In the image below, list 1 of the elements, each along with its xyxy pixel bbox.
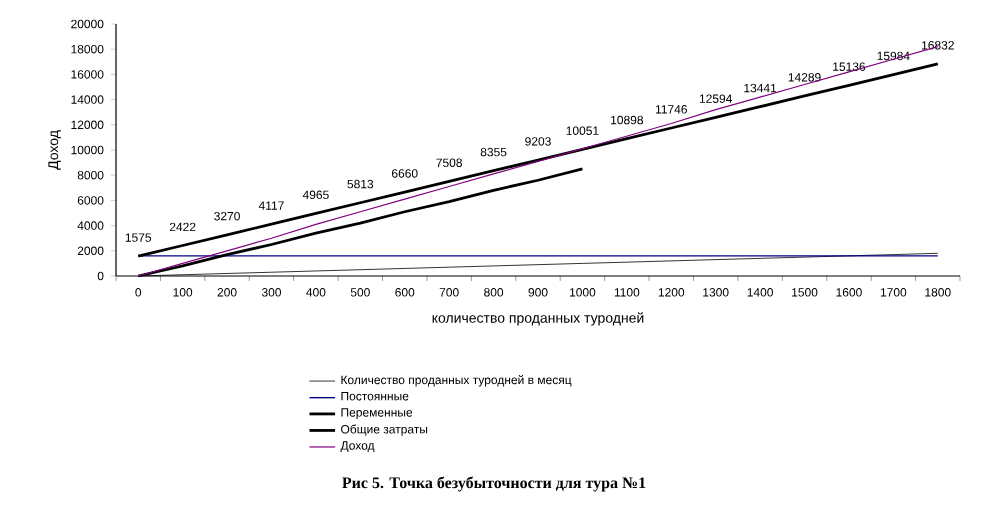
text: Рис 5. Точка безубыточности для тура №1 <box>342 476 646 492</box>
